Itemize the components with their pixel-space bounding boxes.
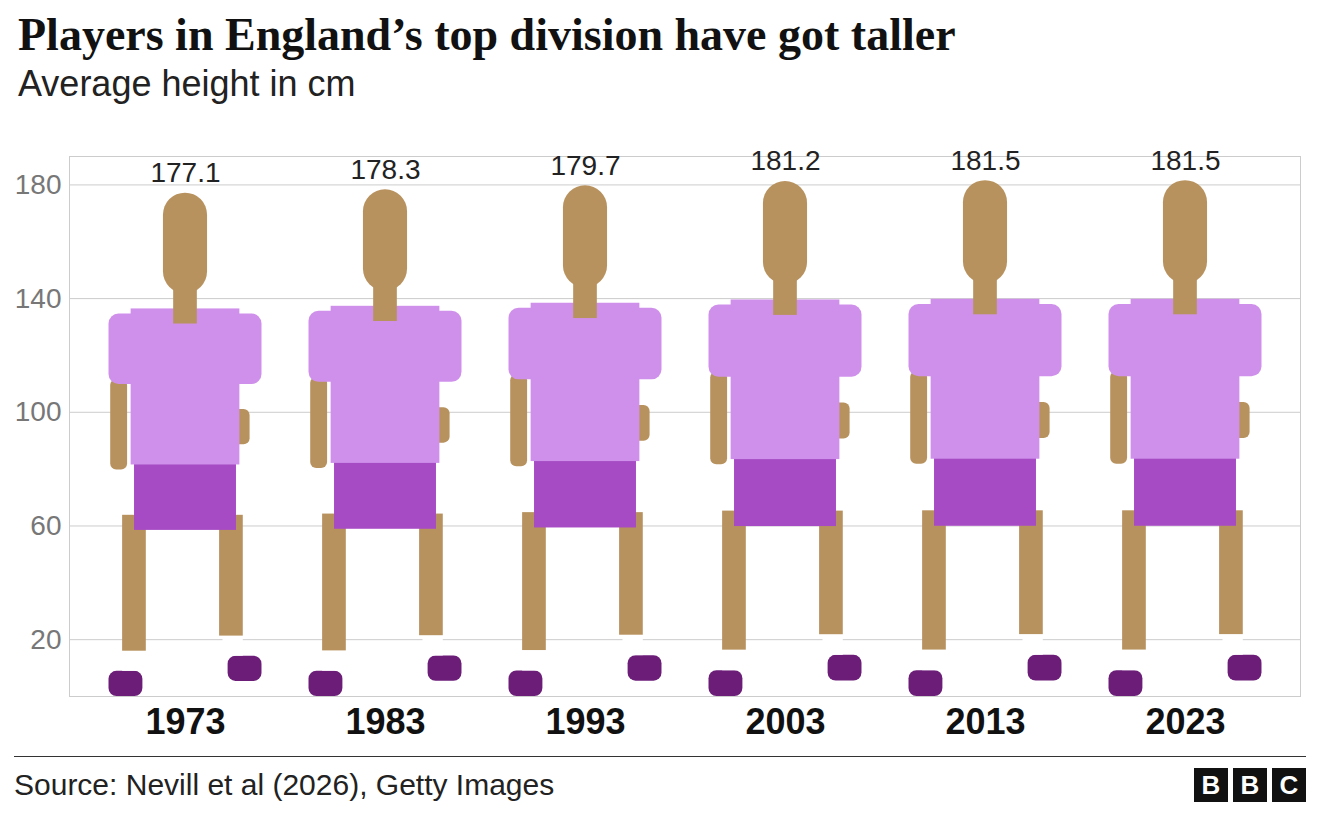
html-text:B: B [1240,770,1260,800]
svg-text:2013: 2013 [945,701,1025,742]
svg-text:177.1: 177.1 [150,157,220,188]
svg-text:180: 180 [15,169,62,200]
svg-text:20: 20 [30,624,61,655]
svg-text:2003: 2003 [745,701,825,742]
svg-text:100: 100 [15,396,62,427]
svg-text:179.7: 179.7 [550,150,620,181]
html-text:Players in England’s top divis: Players in England’s top division have g… [18,9,956,60]
svg-text:1983: 1983 [345,701,425,742]
svg-text:181.2: 181.2 [750,145,820,176]
svg-text:181.5: 181.5 [1150,145,1220,176]
svg-text:178.3: 178.3 [350,154,420,185]
html-text:B: B [1201,770,1221,800]
svg-text:181.5: 181.5 [950,145,1020,176]
html-text:Average height in cm: Average height in cm [18,63,356,104]
svg-text:1973: 1973 [145,701,225,742]
svg-text:60: 60 [30,510,61,541]
svg-text:1993: 1993 [545,701,625,742]
html-text:Source: Nevill et al (2026), G: Source: Nevill et al (2026), Getty Image… [14,768,555,801]
svg-text:2023: 2023 [1145,701,1225,742]
html-text:C: C [1279,770,1299,800]
svg-text:140: 140 [15,283,62,314]
